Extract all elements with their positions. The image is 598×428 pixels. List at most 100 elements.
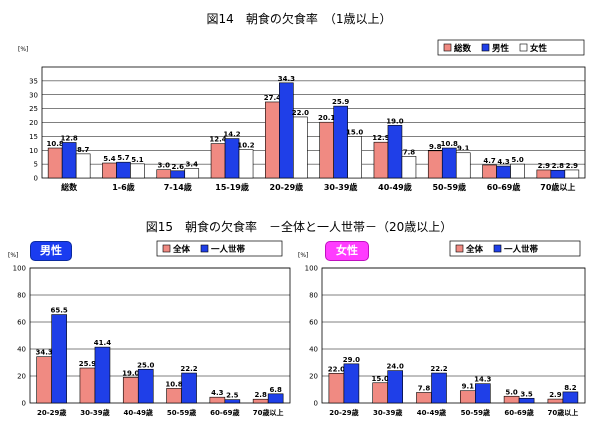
data-label: 5.4 <box>103 155 116 163</box>
data-label: 5.7 <box>117 154 130 162</box>
data-label: 12.8 <box>61 134 78 142</box>
x-tick-label: 40-49歳 <box>378 182 412 192</box>
bar <box>547 398 564 404</box>
legend-swatch <box>200 244 209 253</box>
bar <box>181 372 197 404</box>
x-tick-label: 60-69歳 <box>487 182 521 192</box>
x-tick-label: 20-29歳 <box>270 182 304 192</box>
y-tick-label: 100 <box>305 265 318 273</box>
data-label: 19.0 <box>122 369 139 377</box>
y-unit-label: [%] <box>18 46 28 53</box>
bar <box>267 393 284 404</box>
bar <box>401 156 417 179</box>
bar <box>184 168 200 179</box>
data-label: 15.0 <box>372 375 389 383</box>
y-tick-label: 30 <box>29 91 38 99</box>
bar <box>166 388 182 404</box>
data-label: 22.2 <box>180 365 197 373</box>
x-tick-label: 50-59歳 <box>461 408 490 417</box>
y-tick-label: 80 <box>17 292 26 300</box>
y-tick-label: 0 <box>314 400 318 408</box>
x-tick-label: 7-14歳 <box>164 182 192 192</box>
bar <box>455 152 471 179</box>
x-tick-label: 50-59歳 <box>167 408 196 417</box>
bar <box>564 169 580 179</box>
y-tick-label: 100 <box>13 265 26 273</box>
bar <box>137 368 154 404</box>
x-tick-label: 20-29歳 <box>37 408 66 417</box>
data-label: 14.3 <box>474 376 491 384</box>
bar <box>51 314 67 404</box>
x-tick-label: 60-69歳 <box>504 408 533 417</box>
y-tick-label: 40 <box>309 346 318 354</box>
legend-label: 女性 <box>530 43 548 54</box>
data-label: 25.9 <box>79 360 96 368</box>
legend-box <box>449 240 581 257</box>
bar <box>36 356 52 404</box>
bar <box>279 82 294 179</box>
x-tick-label: 60-69歳 <box>210 408 239 417</box>
legend-label: 総数 <box>454 43 472 54</box>
data-label: 10.8 <box>165 380 182 388</box>
legend-box <box>437 39 585 56</box>
data-label: 5.0 <box>505 388 518 396</box>
legend-swatch <box>455 244 464 253</box>
data-label: 10.8 <box>441 140 458 148</box>
data-label: 7.8 <box>418 384 431 392</box>
x-tick-label: 総数 <box>61 182 78 192</box>
bar <box>474 383 491 404</box>
data-label: 41.4 <box>94 339 111 347</box>
bar <box>170 170 186 179</box>
data-label: 22.0 <box>328 365 345 373</box>
data-label: 9.1 <box>462 383 475 391</box>
x-tick-label: 30-39歳 <box>80 408 109 417</box>
bar <box>372 382 389 404</box>
data-label: 10.8 <box>47 140 64 148</box>
data-label: 20.1 <box>318 114 335 122</box>
data-label: 6.8 <box>269 386 282 394</box>
x-tick-label: 40-49歳 <box>417 408 446 417</box>
bar <box>431 372 447 404</box>
bar <box>210 143 226 179</box>
y-tick-label: 10 <box>29 147 38 155</box>
bar <box>562 391 579 404</box>
x-tick-label: 50-59歳 <box>432 182 466 192</box>
bar <box>79 367 96 404</box>
y-tick-label: 60 <box>17 319 26 327</box>
data-label: 10.2 <box>237 142 254 150</box>
bar <box>265 101 280 179</box>
legend-label: 全体 <box>465 244 484 255</box>
data-label: 29.0 <box>343 356 360 364</box>
bar <box>75 153 91 179</box>
y-tick-label: 60 <box>309 319 318 327</box>
data-label: 25.0 <box>137 361 154 369</box>
bar <box>319 121 334 179</box>
y-tick-label: 5 <box>34 161 38 169</box>
bar <box>333 105 348 179</box>
plot-frame <box>29 267 291 404</box>
data-label: 2.9 <box>538 162 551 170</box>
bar <box>536 169 552 179</box>
male-panel-label: 男性 <box>30 241 72 261</box>
x-tick-label: 40-49歳 <box>124 408 153 417</box>
bar <box>510 163 525 179</box>
bar <box>116 161 131 179</box>
data-label: 5.1 <box>131 156 144 164</box>
bar <box>416 392 432 404</box>
x-tick-label: 15-19歳 <box>215 182 249 192</box>
data-label: 8.2 <box>564 384 577 392</box>
bar <box>459 390 476 404</box>
data-label: 4.3 <box>211 389 224 397</box>
y-tick-label: 40 <box>17 346 26 354</box>
data-label: 34.3 <box>36 349 53 357</box>
bar <box>156 169 172 179</box>
data-label: 27.4 <box>264 94 281 102</box>
y-tick-label: 20 <box>29 119 38 127</box>
data-label: 8.7 <box>77 146 90 154</box>
legend-label: 一人世帯 <box>504 244 539 255</box>
chart2-title: 図15 朝食の欠食率 －全体と一人世帯－（20歳以上） <box>145 220 453 234</box>
bar <box>387 370 404 404</box>
bar <box>47 147 63 179</box>
bar <box>496 165 511 179</box>
plot-frame <box>321 267 586 404</box>
